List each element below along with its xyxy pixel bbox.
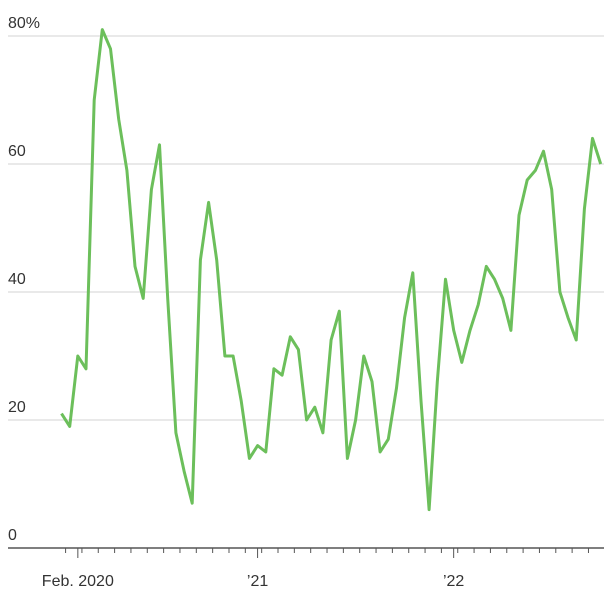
- y-tick-label: 20: [8, 399, 26, 416]
- line-series: [60, 28, 603, 512]
- y-tick-label: 60: [8, 143, 26, 160]
- x-tick-label: Feb. 2020: [42, 573, 114, 590]
- x-tick-label: ’22: [443, 573, 464, 590]
- y-tick-label: 40: [8, 271, 26, 288]
- y-tick-label: 0: [8, 527, 17, 544]
- x-tick-label: ’21: [247, 573, 268, 590]
- y-tick-label: 80%: [8, 15, 40, 32]
